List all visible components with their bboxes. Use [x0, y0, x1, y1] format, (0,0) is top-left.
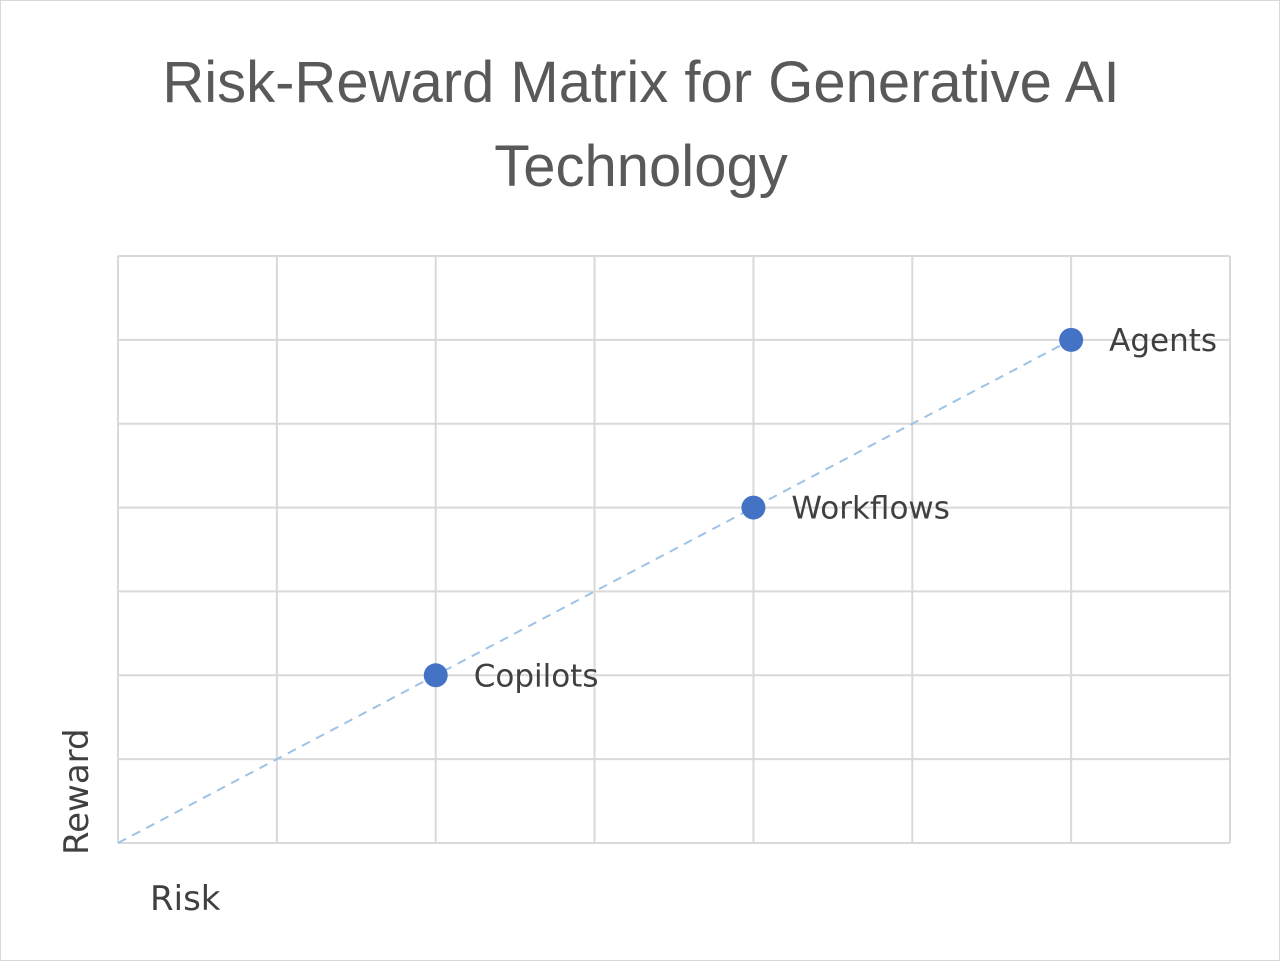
data-point-agents [1059, 327, 1084, 352]
trend-line [117, 338, 1072, 844]
grid-lines [117, 255, 1231, 844]
data-label-agents: Agents [1109, 323, 1217, 359]
data-label-workflows: Workflows [791, 491, 950, 527]
x-axis-label: Risk [150, 879, 221, 919]
data-point-copilots [423, 663, 448, 688]
y-axis-label: Reward [57, 728, 97, 855]
chart-title: Risk-Reward Matrix for Generative AI Tec… [162, 50, 1120, 199]
data-point-workflows [741, 495, 766, 520]
data-points: Copilots Workflows Agents [423, 323, 1217, 694]
data-label-copilots: Copilots [474, 658, 599, 694]
